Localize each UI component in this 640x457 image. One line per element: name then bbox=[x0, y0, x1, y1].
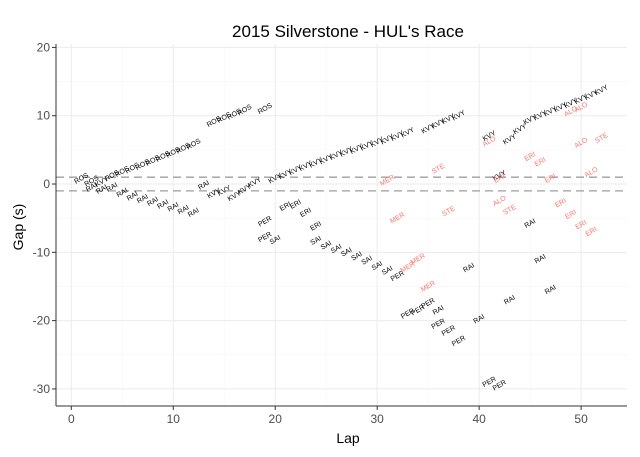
data-point-label: RAI bbox=[146, 196, 160, 208]
data-point-label: ERI bbox=[493, 173, 507, 185]
data-point-label: RAI bbox=[116, 187, 130, 199]
data-point-label: SAI bbox=[320, 240, 333, 252]
data-point-label: KVY bbox=[451, 109, 467, 122]
data-point-label: ROS bbox=[257, 102, 274, 116]
y-tick-label: 0 bbox=[43, 177, 50, 191]
data-point-label: RAI bbox=[85, 182, 99, 194]
data-point-label: PER bbox=[441, 325, 457, 338]
data-labels: ROSRAIROSRAIKVYROSROSROSROSROSROSROSROSR… bbox=[73, 84, 609, 392]
data-point-label: MER bbox=[410, 253, 427, 267]
data-point-label: ROS bbox=[186, 138, 203, 152]
y-tick-label: -30 bbox=[33, 382, 51, 396]
data-point-label: ERI bbox=[564, 209, 578, 221]
data-point-label: RAI bbox=[187, 207, 201, 219]
x-tick-label: 0 bbox=[68, 412, 75, 426]
data-point-label: RAI bbox=[473, 314, 487, 326]
data-point-label: ERI bbox=[279, 201, 293, 213]
data-point-label: ERI bbox=[524, 151, 538, 163]
reference-lines bbox=[56, 176, 627, 192]
data-point-label: ERI bbox=[309, 221, 323, 233]
x-axis-title: Lap bbox=[336, 430, 360, 446]
data-point-label: SAI bbox=[330, 243, 343, 255]
data-point-label: RAI bbox=[136, 193, 150, 205]
y-tick-label: -20 bbox=[33, 314, 51, 328]
data-point-label: STE bbox=[431, 163, 447, 176]
grid bbox=[56, 44, 627, 406]
data-point-label: MER bbox=[389, 212, 406, 226]
y-axis-title: Gap (s) bbox=[10, 204, 26, 251]
chart-title: 2015 Silverstone - HUL's Race bbox=[232, 22, 464, 41]
data-point-label: RAI bbox=[177, 204, 191, 216]
data-point-label: ERI bbox=[554, 197, 568, 209]
data-point-label: SAI bbox=[310, 235, 323, 247]
data-point-label: RAI bbox=[462, 262, 476, 274]
data-point-label: PER bbox=[257, 215, 273, 228]
data-point-label: SAI bbox=[340, 247, 353, 259]
data-point-label: SAI bbox=[269, 234, 282, 246]
data-point-label: RAI bbox=[126, 191, 140, 203]
data-point-label: RAI bbox=[105, 182, 119, 194]
data-point-label: RAI bbox=[534, 253, 548, 265]
data-point-label: ERI bbox=[289, 199, 303, 211]
data-point-label: RAI bbox=[503, 294, 517, 306]
data-point-label: ERI bbox=[544, 173, 558, 185]
data-point-label: RAI bbox=[432, 305, 446, 317]
data-point-label: RAI bbox=[156, 199, 170, 211]
data-point-label: KVY bbox=[247, 176, 263, 189]
data-point-label: SAI bbox=[371, 260, 384, 272]
data-point-label: STE bbox=[594, 132, 610, 145]
axes: 0 10 20 30 40 50 20 10 0 -10 -20 -30 bbox=[33, 40, 627, 426]
x-tick-label: 50 bbox=[574, 412, 588, 426]
data-point-label: STE bbox=[502, 204, 518, 217]
data-point-label: RAI bbox=[524, 218, 538, 230]
data-point-label: STE bbox=[441, 205, 457, 218]
x-tick-label: 30 bbox=[371, 412, 385, 426]
data-point-label: SAI bbox=[350, 251, 363, 263]
x-tick-label: 20 bbox=[269, 412, 283, 426]
x-tick-label: 10 bbox=[167, 412, 181, 426]
data-point-label: PER bbox=[451, 335, 467, 348]
y-tick-label: -10 bbox=[33, 245, 51, 259]
data-point-label: SAI bbox=[361, 255, 374, 267]
data-point-label: ERI bbox=[299, 207, 313, 219]
data-point-label: RAI bbox=[167, 202, 181, 214]
data-point-label: ALO bbox=[492, 195, 508, 208]
data-point-label: MER bbox=[379, 174, 396, 188]
data-point-label: ERI bbox=[585, 226, 599, 238]
y-tick-label: 10 bbox=[37, 109, 51, 123]
data-point-label: RAI bbox=[197, 180, 211, 192]
y-tick-label: 20 bbox=[37, 40, 51, 54]
data-point-label: RAI bbox=[544, 284, 558, 296]
data-point-label: SAI bbox=[381, 265, 394, 277]
data-point-label: KVY bbox=[400, 126, 416, 139]
x-tick-label: 40 bbox=[472, 412, 486, 426]
data-point-label: ERI bbox=[574, 219, 588, 231]
data-point-label: ERI bbox=[534, 156, 548, 168]
data-point-label: RAI bbox=[95, 184, 109, 196]
data-point-label: KVY bbox=[594, 84, 610, 97]
